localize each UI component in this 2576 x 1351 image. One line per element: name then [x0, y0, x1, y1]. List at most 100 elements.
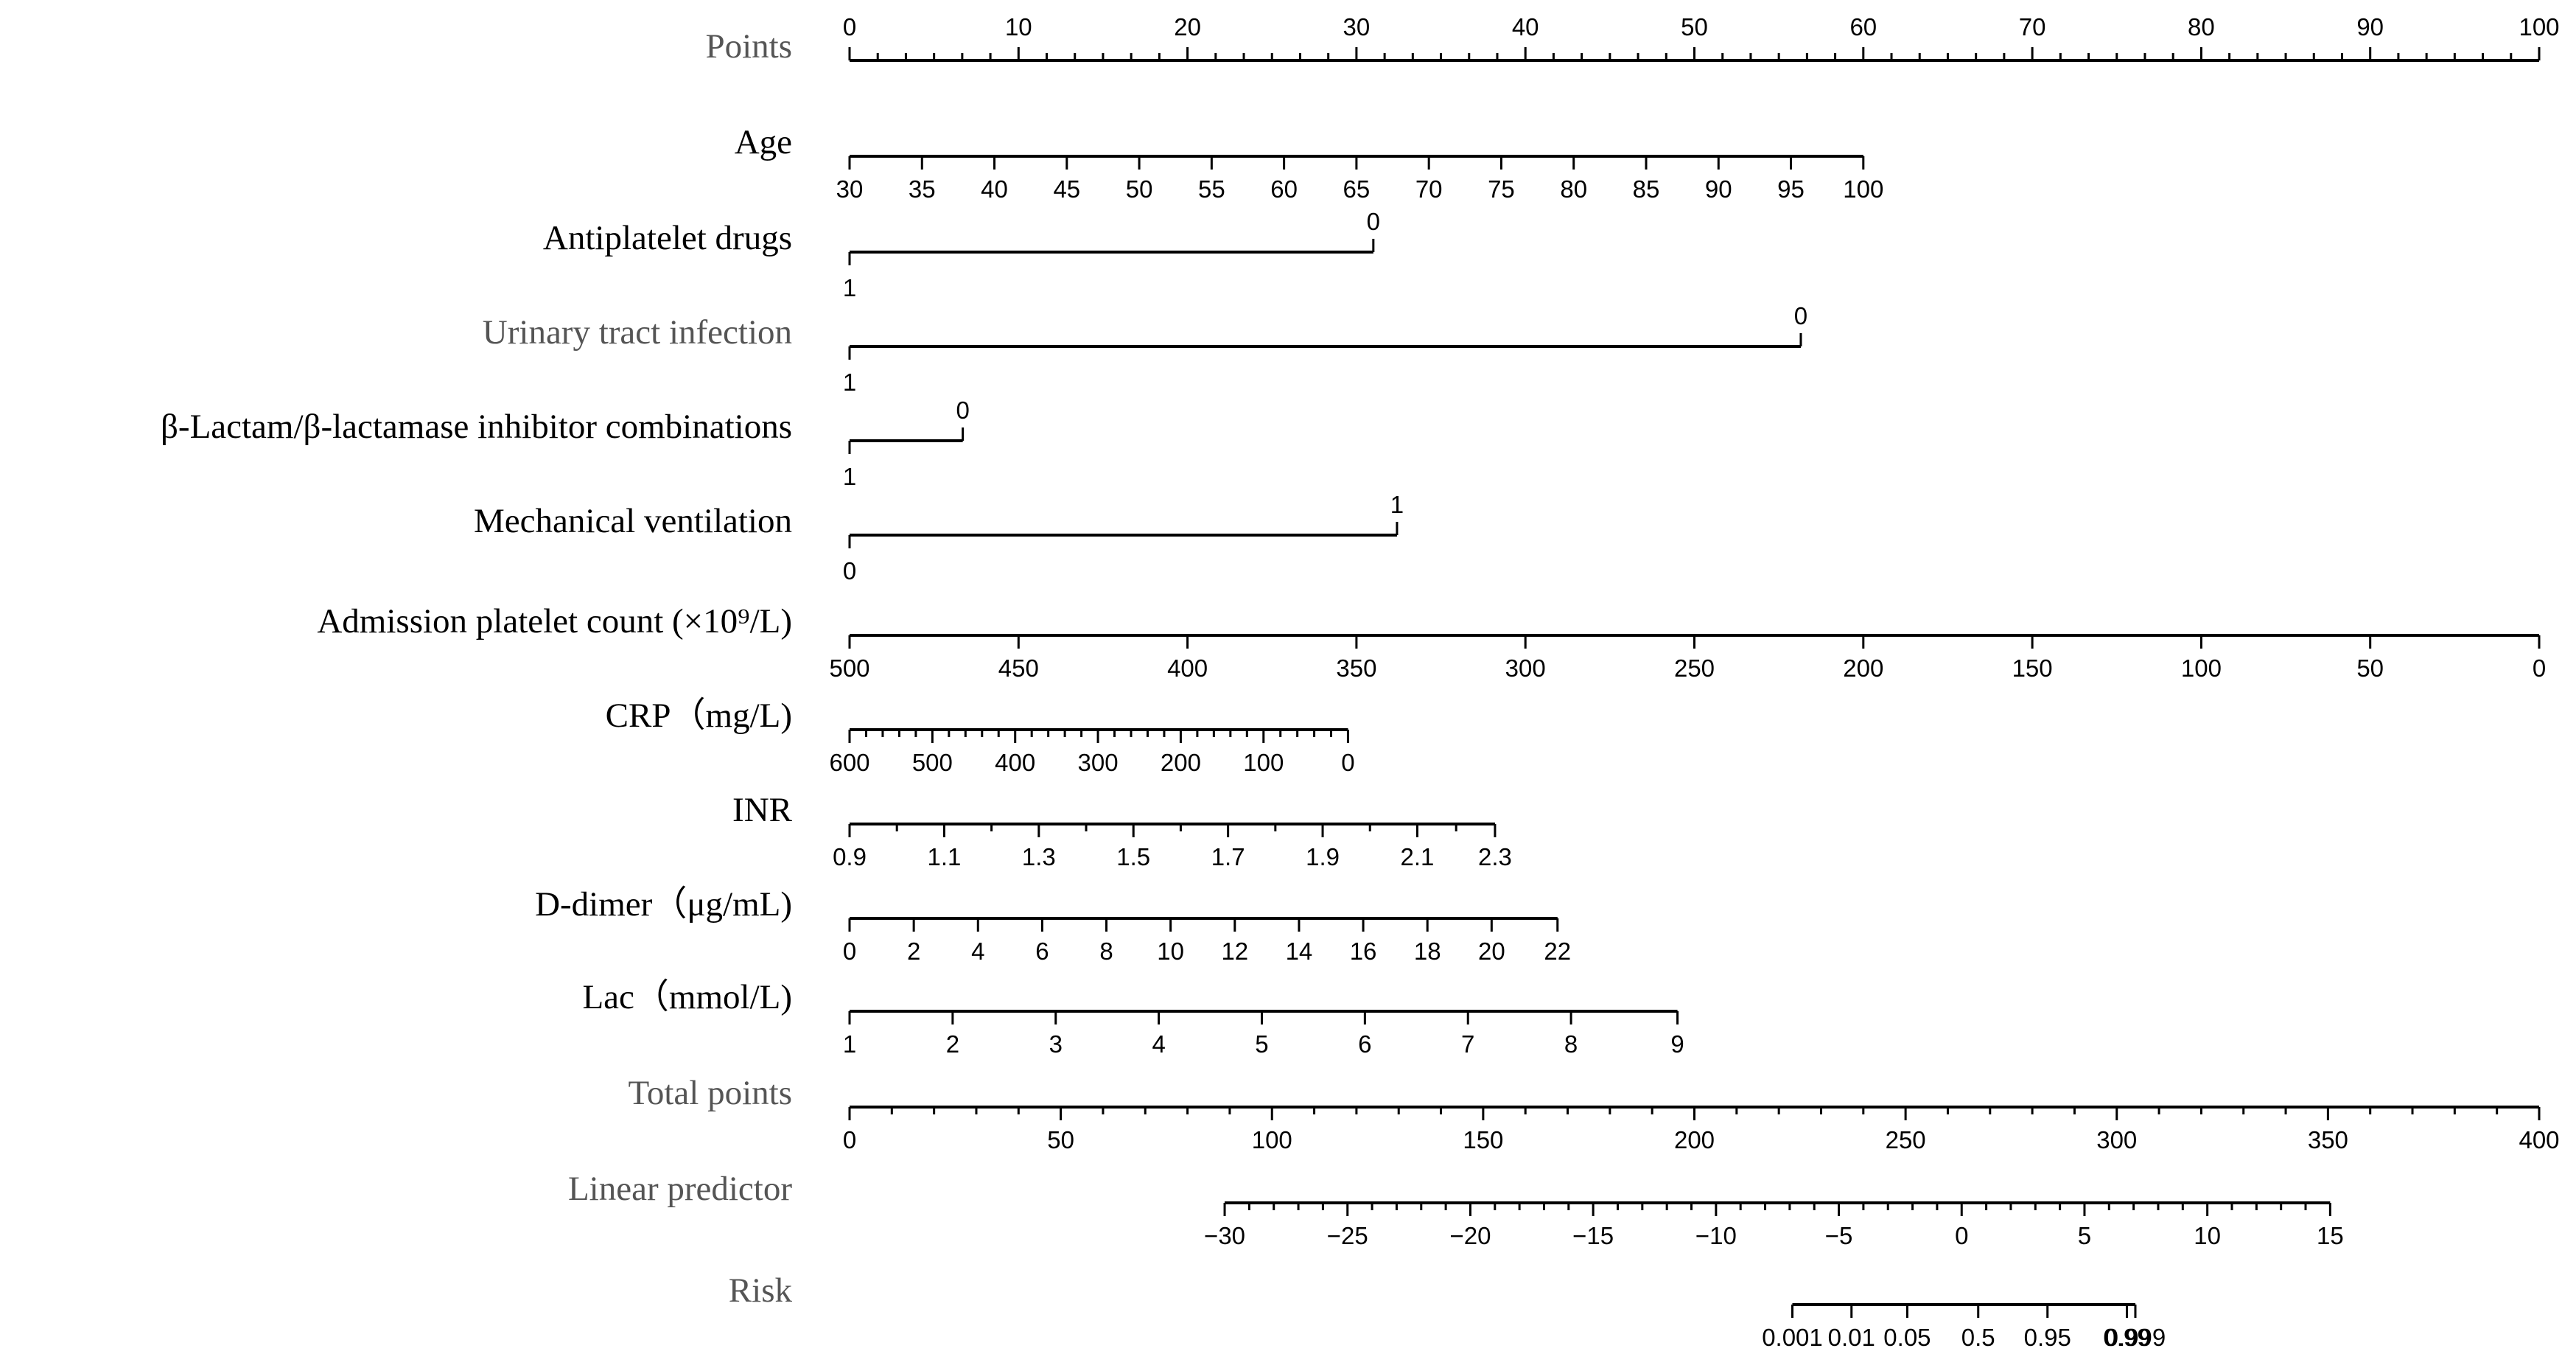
- tick-label-admission-platelet-count-10-l: 500: [829, 654, 869, 682]
- tick-label-d-dimer-g-ml: 2: [907, 938, 920, 965]
- tick-label-antiplatelet-drugs: 0: [1367, 208, 1380, 235]
- tick-label-admission-platelet-count-10-l: 300: [1505, 654, 1546, 682]
- tick-label-crp-mg-l: 100: [1243, 749, 1284, 776]
- tick-label-points: 60: [1849, 13, 1877, 41]
- tick-label-inr: 1.3: [1022, 843, 1056, 870]
- tick-label-d-dimer-g-ml: 0: [843, 938, 856, 965]
- tick-label-crp-mg-l: 400: [995, 749, 1035, 776]
- tick-label-urinary-tract-infection: 0: [1794, 302, 1807, 329]
- tick-label-age: 75: [1488, 175, 1515, 203]
- tick-label-crp-mg-l: 500: [912, 749, 953, 776]
- tick-label-total-points: 150: [1463, 1126, 1503, 1153]
- tick-label-points: 20: [1174, 13, 1201, 41]
- tick-label-total-points: 50: [1047, 1126, 1074, 1153]
- tick-label-d-dimer-g-ml: 14: [1286, 938, 1313, 965]
- tick-label-age: 55: [1198, 175, 1225, 203]
- tick-label-inr: 1.9: [1306, 843, 1340, 870]
- tick-label-total-points: 200: [1674, 1126, 1715, 1153]
- tick-label-age: 60: [1270, 175, 1298, 203]
- tick-label-age: 40: [981, 175, 1008, 203]
- tick-label-admission-platelet-count-10-l: 400: [1167, 654, 1208, 682]
- row-label-urinary-tract-infection: Urinary tract infection: [483, 313, 792, 352]
- tick-label-admission-platelet-count-10-l: 350: [1336, 654, 1376, 682]
- tick-label-d-dimer-g-ml: 10: [1157, 938, 1184, 965]
- tick-label-lac-mmol-l: 3: [1049, 1030, 1063, 1058]
- tick-label-d-dimer-g-ml: 18: [1414, 938, 1441, 965]
- tick-label-linear-predictor: 15: [2317, 1222, 2344, 1249]
- row-label-linear-predictor: Linear predictor: [568, 1170, 792, 1208]
- tick-label-linear-predictor: 5: [2078, 1222, 2091, 1249]
- tick-label-total-points: 400: [2519, 1126, 2559, 1153]
- tick-label-linear-predictor: −15: [1572, 1222, 1614, 1249]
- tick-label-linear-predictor: −30: [1204, 1222, 1245, 1249]
- tick-label-inr: 1.1: [927, 843, 961, 870]
- tick-label-crp-mg-l: 200: [1161, 749, 1201, 776]
- tick-label-linear-predictor: 0: [1955, 1222, 1968, 1249]
- tick-label-crp-mg-l: 0: [1341, 749, 1354, 776]
- tick-label-admission-platelet-count-10-l: 250: [1674, 654, 1715, 682]
- tick-label-crp-mg-l: 300: [1078, 749, 1119, 776]
- row-label-age: Age: [735, 123, 792, 161]
- tick-label-points: 70: [2019, 13, 2046, 41]
- tick-label-d-dimer-g-ml: 4: [971, 938, 984, 965]
- tick-label-age: 100: [1843, 175, 1883, 203]
- tick-label-admission-platelet-count-10-l: 100: [2181, 654, 2222, 682]
- row-label-antiplatelet-drugs: Antiplatelet drugs: [543, 219, 792, 257]
- row-label-lac-mmol-l: Lac（mmol/L): [582, 978, 792, 1016]
- tick-label-inr: 1.5: [1116, 843, 1150, 870]
- tick-label-admission-platelet-count-10-l: 50: [2356, 654, 2384, 682]
- tick-label-linear-predictor: 10: [2194, 1222, 2221, 1249]
- tick-label-linear-predictor: −25: [1327, 1222, 1368, 1249]
- tick-label-lac-mmol-l: 9: [1670, 1030, 1684, 1058]
- tick-label-urinary-tract-infection: 1: [843, 369, 856, 396]
- tick-label-lac-mmol-l: 4: [1152, 1030, 1165, 1058]
- tick-label-risk: 0.01: [1828, 1324, 1875, 1351]
- tick-label-lac-mmol-l: 2: [946, 1030, 959, 1058]
- tick-label-inr: 1.7: [1211, 843, 1245, 870]
- tick-label-age: 50: [1126, 175, 1153, 203]
- tick-label-age: 70: [1415, 175, 1443, 203]
- tick-label-lac-mmol-l: 6: [1358, 1030, 1371, 1058]
- tick-label-antiplatelet-drugs: 1: [843, 274, 856, 301]
- tick-label-linear-predictor: −20: [1449, 1222, 1491, 1249]
- tick-label-age: 35: [909, 175, 936, 203]
- tick-label-total-points: 100: [1252, 1126, 1292, 1153]
- tick-label-points: 80: [2188, 13, 2215, 41]
- tick-label-age: 80: [1560, 175, 1587, 203]
- row-label-crp-mg-l: CRP（mg/L): [606, 697, 792, 735]
- tick-label-points: 40: [1512, 13, 1539, 41]
- row-label-total-points: Total points: [628, 1074, 792, 1112]
- row-label-mechanical-ventilation: Mechanical ventilation: [474, 502, 792, 540]
- tick-label-d-dimer-g-ml: 8: [1099, 938, 1113, 965]
- tick-label-admission-platelet-count-10-l: 450: [998, 654, 1039, 682]
- tick-label-total-points: 250: [1886, 1126, 1926, 1153]
- tick-label-crp-mg-l: 600: [829, 749, 869, 776]
- tick-label-total-points: 300: [2096, 1126, 2137, 1153]
- tick-label-risk: 0.05: [1883, 1324, 1931, 1351]
- tick-label-risk: 0.95: [2024, 1324, 2071, 1351]
- tick-label-points: 100: [2519, 13, 2559, 41]
- tick-label-total-points: 350: [2308, 1126, 2348, 1153]
- tick-label-points: 90: [2356, 13, 2384, 41]
- tick-label-lac-mmol-l: 8: [1564, 1030, 1578, 1058]
- tick-label-age: 85: [1633, 175, 1660, 203]
- tick-label-age: 90: [1705, 175, 1732, 203]
- tick-label-d-dimer-g-ml: 6: [1035, 938, 1049, 965]
- tick-label-lac-mmol-l: 7: [1461, 1030, 1474, 1058]
- tick-label-linear-predictor: −5: [1825, 1222, 1853, 1249]
- tick-label-admission-platelet-count-10-l: 200: [1843, 654, 1883, 682]
- tick-label-age: 95: [1777, 175, 1805, 203]
- row-label-admission-platelet-count-10-l: Admission platelet count (×10⁹/L): [317, 602, 792, 640]
- row-label-inr: INR: [732, 791, 793, 829]
- row-label-lactam-lactamase-inhibitor-combinations: β-Lactam/β-lactamase inhibitor combinati…: [161, 408, 792, 446]
- tick-label-d-dimer-g-ml: 20: [1478, 938, 1505, 965]
- tick-label-age: 30: [836, 175, 864, 203]
- tick-label-d-dimer-g-ml: 22: [1544, 938, 1571, 965]
- tick-label-lactam-lactamase-inhibitor-combinations: 0: [956, 397, 969, 424]
- tick-label-lac-mmol-l: 1: [843, 1030, 856, 1058]
- row-label-d-dimer-g-ml: D-dimer（μg/mL): [535, 885, 792, 924]
- tick-label-d-dimer-g-ml: 12: [1221, 938, 1248, 965]
- tick-label-risk: 0.001: [1762, 1324, 1823, 1351]
- tick-label-d-dimer-g-ml: 16: [1350, 938, 1377, 965]
